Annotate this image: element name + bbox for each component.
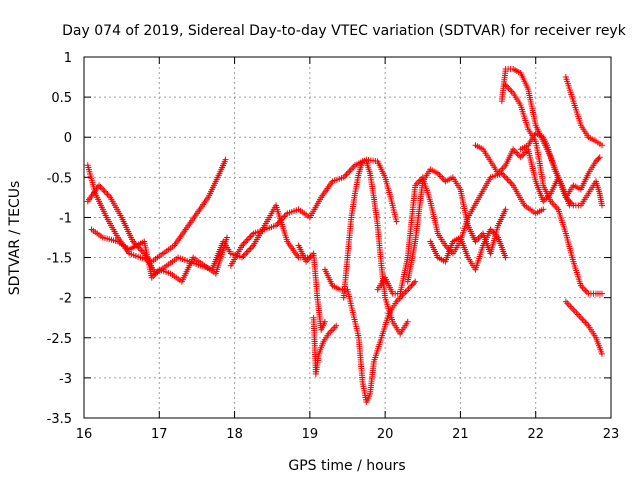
x-tick-label: 19 [302, 427, 319, 442]
data-point [224, 234, 231, 241]
x-tick-labels: 16 17 18 19 20 21 22 23 [76, 427, 620, 442]
series-track-p [562, 74, 605, 149]
series-track-a [84, 156, 229, 265]
data-point [241, 239, 248, 246]
data-point [246, 247, 253, 254]
y-tick-label: 0 [64, 131, 72, 146]
data-point [566, 202, 573, 209]
data-point [240, 253, 247, 260]
data-point [100, 186, 107, 193]
y-tick-label: -3.5 [47, 412, 72, 427]
data-point [598, 202, 605, 209]
data-point [598, 290, 605, 297]
x-tick-label: 20 [377, 427, 394, 442]
x-tick-label: 16 [76, 427, 93, 442]
data-point [503, 174, 510, 181]
series-track-o [517, 130, 573, 209]
data-point [347, 166, 354, 173]
data-point [346, 168, 353, 175]
data-point [343, 171, 350, 178]
chart-title: Day 074 of 2019, Sidereal Day-to-day VTE… [62, 23, 627, 39]
data-point [222, 156, 229, 163]
series-track-c [88, 226, 231, 285]
series-track-e [295, 242, 328, 333]
x-tick-label: 23 [603, 427, 620, 442]
y-tick-label: -0.5 [47, 171, 72, 186]
data-point [592, 158, 599, 165]
data-point [244, 248, 251, 255]
y-tick-label: 0.5 [51, 91, 72, 106]
x-axis-label: GPS time / hours [288, 458, 405, 474]
data-point [243, 250, 250, 257]
x-tick-label: 17 [151, 427, 168, 442]
data-point [344, 169, 351, 176]
series-track-k [427, 226, 509, 273]
data-point [404, 318, 411, 325]
y-tick-label: 1 [64, 51, 72, 66]
plot-frame [83, 56, 612, 419]
y-axis-label: SDTVAR / TECUs [7, 181, 23, 296]
y-tick-label: -3 [59, 372, 72, 387]
series-track-q [562, 298, 605, 357]
data-point [594, 156, 601, 163]
data-point [136, 246, 143, 253]
x-tick-label: 22 [527, 427, 544, 442]
data-point [243, 238, 250, 245]
data-point [598, 142, 605, 149]
data-point [502, 254, 509, 261]
data-point [138, 247, 145, 254]
data-point [507, 179, 514, 186]
data-point [247, 233, 254, 240]
data-points [84, 66, 605, 405]
series-track-f [310, 314, 340, 377]
data-point [596, 154, 603, 161]
series-track-l [472, 142, 603, 205]
data-point [540, 206, 547, 213]
data-point [502, 206, 509, 213]
data-point [321, 318, 328, 325]
data-point [411, 279, 418, 286]
y-tick-label: -2.5 [47, 332, 72, 347]
data-point [333, 322, 340, 329]
series-track-j [404, 166, 509, 285]
series-track-i [374, 170, 547, 297]
data-point [247, 245, 254, 252]
data-point [595, 155, 602, 162]
x-tick-label: 21 [452, 427, 469, 442]
y-tick-labels: 1 0.5 0 -0.5 -1 -1.5 -2 -2.5 -3 -3.5 [47, 51, 72, 427]
y-tick-label: -1.5 [47, 252, 72, 267]
data-point [244, 236, 251, 243]
data-point [104, 191, 111, 198]
data-point [246, 235, 253, 242]
data-point [101, 188, 108, 195]
data-point [393, 218, 400, 225]
series-track-h [340, 158, 411, 337]
data-point [505, 177, 512, 184]
y-tick-label: -1 [59, 211, 72, 226]
x-tick-label: 18 [226, 427, 243, 442]
data-point [598, 350, 605, 357]
data-point [412, 278, 419, 285]
data-point [103, 189, 110, 196]
data-point [349, 165, 356, 172]
data-point [409, 281, 416, 288]
y-tick-label: -2 [59, 292, 72, 307]
data-point [408, 282, 415, 289]
data-point [98, 185, 105, 192]
